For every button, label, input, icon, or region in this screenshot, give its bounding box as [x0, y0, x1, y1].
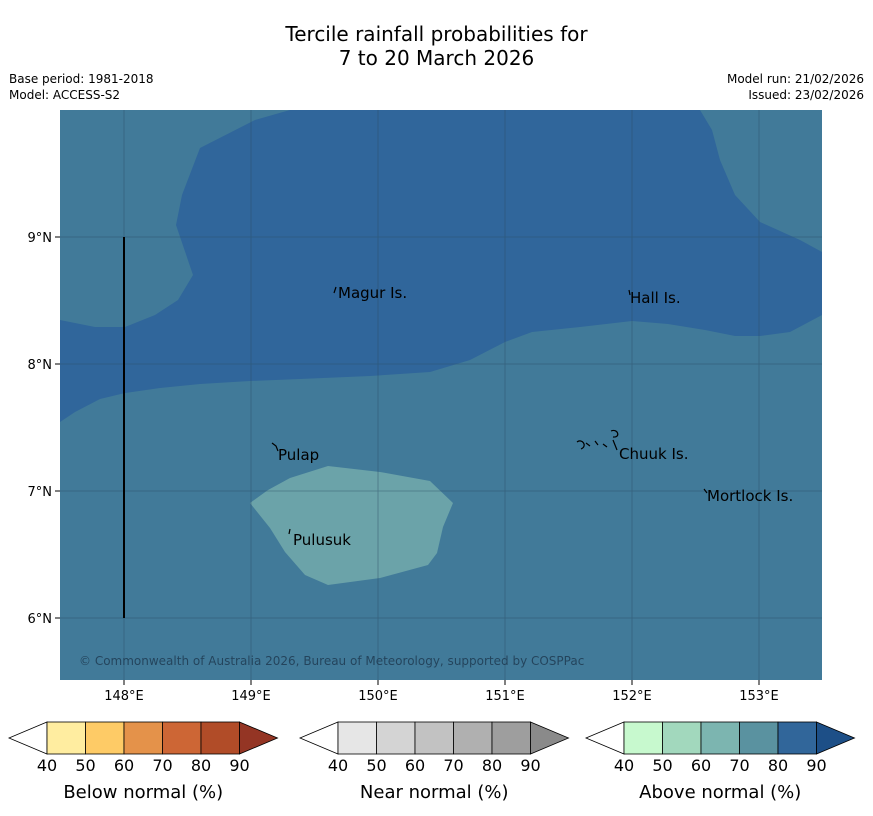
place-magur: Magur Is.	[338, 284, 407, 302]
colorbar-segment	[777, 721, 817, 755]
colorbar-tick-label: 80	[768, 756, 788, 775]
colorbar-segment	[414, 721, 454, 755]
colorbar-2: 40 50 60 70 80 90 Above normal (%)	[584, 721, 856, 803]
colorbar-extend-high	[239, 721, 279, 755]
colorbar-title: Below normal (%)	[63, 782, 223, 803]
colorbar-segment	[123, 721, 163, 755]
axis-ticks	[55, 236, 760, 685]
island-magur	[333, 286, 337, 294]
meta-left: Base period: 1981-2018 Model: ACCESS-S2	[9, 71, 154, 103]
model-name: Model: ACCESS-S2	[9, 88, 121, 102]
lon-label-148: 148°E	[104, 689, 144, 704]
colorbar-extend-low	[7, 721, 48, 755]
colorbar-tick-label: 40	[614, 756, 634, 775]
base-period: Base period: 1981-2018	[9, 72, 154, 86]
colorbar-segment	[200, 721, 240, 755]
title-line2: 7 to 20 March 2026	[338, 46, 535, 70]
place-hall: Hall Is.	[630, 289, 681, 307]
island-pulusuk	[288, 528, 291, 535]
colorbar-tick-label: 40	[328, 756, 348, 775]
lon-label-149: 149°E	[231, 689, 271, 704]
lat-label-7: 7°N	[28, 485, 53, 500]
colorbar-title: Near normal (%)	[360, 782, 509, 803]
issued-date: Issued: 23/02/2026	[748, 88, 864, 102]
island-hall	[628, 289, 631, 296]
colorbar-tick-label: 90	[229, 756, 249, 775]
colorbar-title: Above normal (%)	[639, 782, 801, 803]
colorbar-tick-label: 70	[729, 756, 749, 775]
colorbar-tick-label: 90	[806, 756, 826, 775]
colorbar-segment	[662, 721, 702, 755]
colorbar-tick-label: 60	[405, 756, 425, 775]
colorbar-tick-label: 90	[520, 756, 540, 775]
colorbar-segment	[376, 721, 416, 755]
colorbar-segment	[85, 721, 125, 755]
colorbar-tick-label: 70	[152, 756, 172, 775]
colorbar-tick-label: 40	[37, 756, 57, 775]
island-mortlock	[703, 488, 708, 494]
colorbar-1: 40 50 60 70 80 90 Near normal (%)	[298, 721, 570, 803]
colorbar-extend-low	[298, 721, 339, 755]
colorbar-segment	[739, 721, 779, 755]
lat-label-6: 6°N	[28, 612, 53, 627]
meta-right: Model run: 21/02/2026 Issued: 23/02/2026	[727, 71, 864, 103]
colorbars: 40 50 60 70 80 90 Below normal (%) 40 50 60 70 80 90…	[7, 721, 856, 803]
gridlines	[60, 110, 822, 680]
island-pulap	[271, 442, 279, 452]
colorbar-tick-label: 60	[691, 756, 711, 775]
place-chuuk: Chuuk Is.	[619, 445, 688, 463]
island-marks	[271, 286, 708, 535]
colorbar-tick-label: 50	[652, 756, 672, 775]
colorbar-extend-high	[816, 721, 856, 755]
map-panel: Magur Is. Hall Is. Pulap Chuuk Is. Mortl…	[60, 110, 822, 680]
colorbar-tick-label: 50	[366, 756, 386, 775]
above-60-region	[250, 466, 453, 585]
colorbar-tick-label: 70	[443, 756, 463, 775]
copyright-notice: © Commonwealth of Australia 2026, Bureau…	[79, 654, 584, 668]
colorbar-segment	[162, 721, 202, 755]
colorbar-segment	[491, 721, 531, 755]
colorbar-tick-label: 80	[482, 756, 502, 775]
colorbar-tick-label: 60	[114, 756, 134, 775]
place-pulap: Pulap	[278, 446, 319, 464]
colorbar-segment	[623, 721, 663, 755]
lon-label-152: 152°E	[612, 689, 652, 704]
lat-label-9: 9°N	[28, 231, 53, 246]
colorbar-tick-label: 50	[75, 756, 95, 775]
lon-label-151: 151°E	[485, 689, 525, 704]
model-run: Model run: 21/02/2026	[726, 72, 864, 86]
colorbar-0: 40 50 60 70 80 90 Below normal (%)	[7, 721, 279, 803]
place-pulusuk: Pulusuk	[293, 531, 351, 549]
chart-title: Tercile rainfall probabilities for 7 to …	[0, 22, 873, 70]
colorbar-segment	[337, 721, 377, 755]
lat-label-8: 8°N	[28, 358, 53, 373]
colorbar-extend-low	[584, 721, 625, 755]
title-line1: Tercile rainfall probabilities for	[285, 22, 588, 46]
colorbar-extend-high	[530, 721, 570, 755]
colorbar-segment	[46, 721, 86, 755]
colorbar-segment	[700, 721, 740, 755]
colorbar-tick-label: 80	[191, 756, 211, 775]
colorbar-segment	[453, 721, 493, 755]
island-chuuk	[576, 429, 619, 451]
place-mortlock: Mortlock Is.	[707, 487, 793, 505]
lon-label-153: 153°E	[739, 689, 779, 704]
lon-label-150: 150°E	[358, 689, 398, 704]
above-80-region	[60, 110, 822, 422]
